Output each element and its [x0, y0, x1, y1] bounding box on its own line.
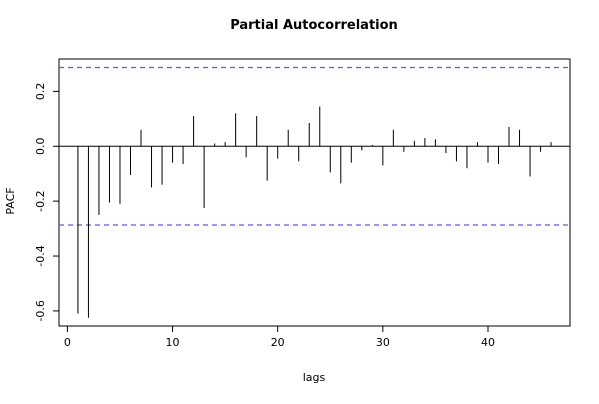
- x-tick-label: 20: [271, 336, 285, 349]
- y-tick-label: -0.4: [34, 245, 47, 266]
- x-tick-label: 30: [376, 336, 390, 349]
- y-tick-label: 0.2: [34, 83, 47, 101]
- x-tick-label: 40: [481, 336, 495, 349]
- y-tick-label: -0.2: [34, 190, 47, 211]
- chart-title: Partial Autocorrelation: [230, 18, 398, 33]
- y-tick-label: 0.0: [34, 138, 47, 156]
- y-tick-label: -0.6: [34, 300, 47, 321]
- y-axis-label: PACF: [4, 187, 17, 214]
- x-tick-label: 10: [166, 336, 180, 349]
- plot-frame: [58, 58, 571, 327]
- plot-area: 0 10 20 30 40 -0.6 -0.4 -0.2 0.0 0.2: [34, 58, 571, 349]
- x-axis-label: lags: [303, 371, 326, 384]
- x-tick-label: 0: [64, 336, 71, 349]
